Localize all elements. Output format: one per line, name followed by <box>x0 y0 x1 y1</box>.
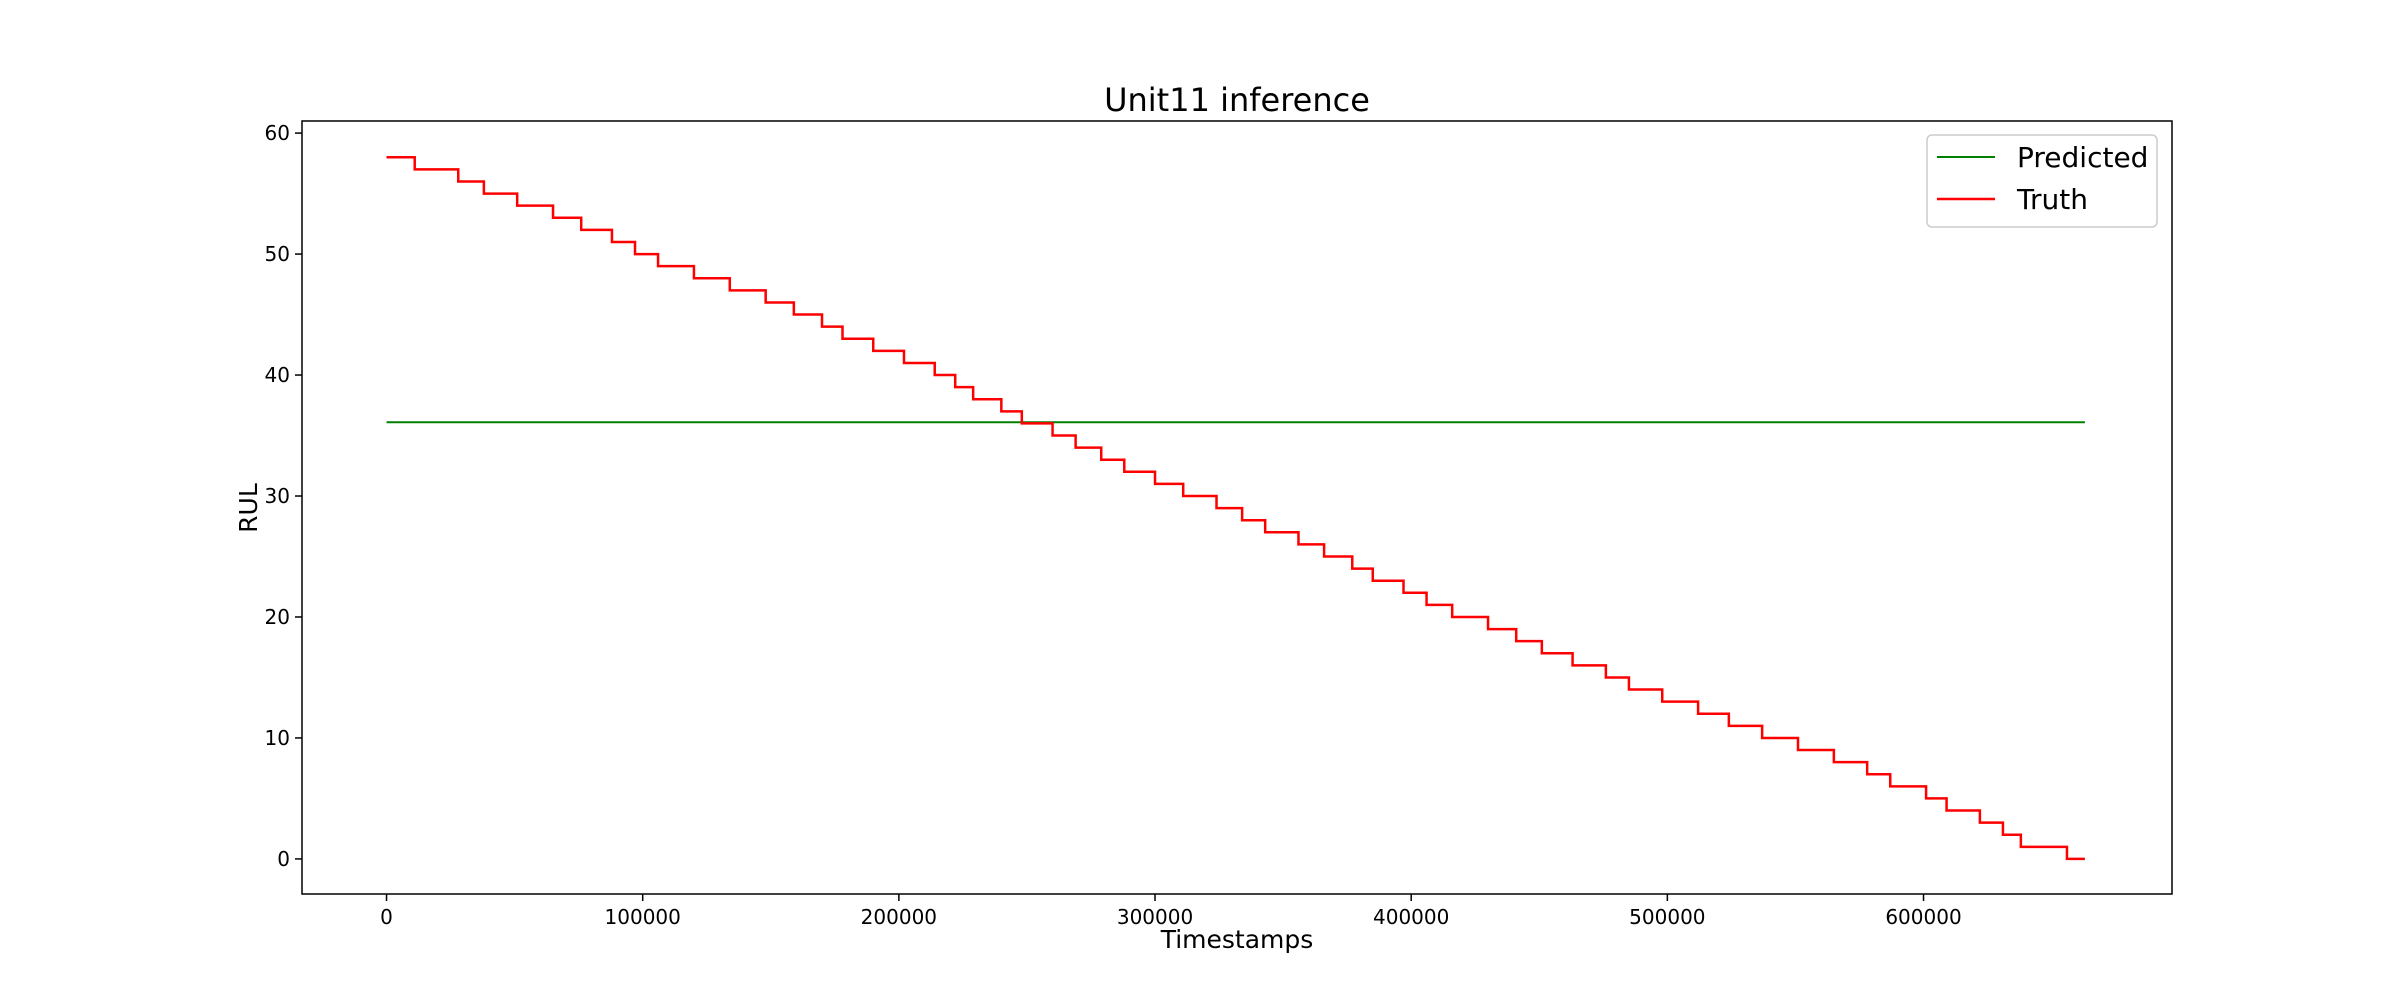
legend: Predicted Truth <box>1926 134 2158 228</box>
y-tick-label: 50 <box>265 242 290 266</box>
y-axis-label: RUL <box>234 483 263 533</box>
x-axis-ticks: 0 100000 200000 300000 400000 500000 600000 <box>380 894 1962 929</box>
x-axis-label: Timestamps <box>1160 925 1314 954</box>
y-tick-label: 0 <box>277 847 290 871</box>
y-tick-label: 10 <box>265 726 290 750</box>
chart-title: Unit11 inference <box>1104 81 1370 119</box>
x-tick-label: 600000 <box>1885 905 1961 929</box>
y-tick-label: 30 <box>265 484 290 508</box>
series-layer <box>386 156 2085 861</box>
x-tick-label: 500000 <box>1629 905 1705 929</box>
x-tick-label: 0 <box>380 905 393 929</box>
plot-area <box>301 120 2173 895</box>
legend-label-truth: Truth <box>2016 183 2088 216</box>
series-line-truth <box>386 156 2085 861</box>
plot-frame <box>301 120 2173 895</box>
y-tick-label: 40 <box>265 363 290 387</box>
y-tick-label: 60 <box>265 121 290 145</box>
y-axis-ticks: 0 10 20 30 40 50 60 <box>265 121 302 871</box>
x-tick-label: 400000 <box>1373 905 1449 929</box>
x-tick-label: 200000 <box>861 905 937 929</box>
x-tick-label: 300000 <box>1117 905 1193 929</box>
x-tick-label: 100000 <box>605 905 681 929</box>
y-tick-label: 20 <box>265 605 290 629</box>
legend-label-predicted: Predicted <box>2017 141 2148 174</box>
